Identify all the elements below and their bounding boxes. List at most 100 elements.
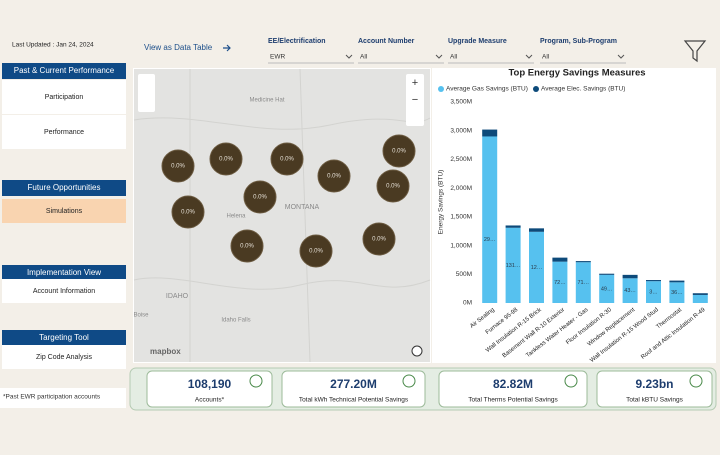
map-marker[interactable] xyxy=(171,195,205,229)
map-marker[interactable] xyxy=(382,134,416,168)
footnote: *Past EWR participation accounts xyxy=(3,394,101,401)
map-marker-label: 0.0% xyxy=(327,174,341,180)
bar-segment[interactable] xyxy=(692,293,708,295)
bar-segment[interactable] xyxy=(669,282,685,303)
nav-item[interactable] xyxy=(2,80,126,114)
zoom-controls[interactable] xyxy=(406,74,424,126)
nav-item-text[interactable]: Simulations xyxy=(46,208,83,215)
y-tick-label: 2,500M xyxy=(450,156,472,163)
bar-segment[interactable] xyxy=(646,280,661,282)
legend-label: Average Gas Savings (BTU) xyxy=(446,86,528,93)
map-marker[interactable] xyxy=(317,159,351,193)
data-label: 43… xyxy=(624,288,636,294)
legend-swatch xyxy=(533,86,539,92)
filter-value[interactable]: All xyxy=(542,54,550,61)
map-marker[interactable] xyxy=(161,149,195,183)
bar-segment[interactable] xyxy=(505,225,521,228)
kpi-value: 82.82M xyxy=(493,377,533,391)
kpi-value: 108,190 xyxy=(188,377,232,391)
kpi-label: Accounts* xyxy=(195,397,225,404)
filter-value[interactable]: EWR xyxy=(270,54,285,61)
data-label: 29… xyxy=(484,237,496,243)
map-marker[interactable] xyxy=(376,169,410,203)
nav-item-text[interactable]: Account Information xyxy=(33,288,95,295)
bar-segment[interactable] xyxy=(505,227,521,303)
legend-label: Average Elec. Savings (BTU) xyxy=(541,86,625,93)
bar-segment[interactable] xyxy=(482,136,498,303)
kpi-icon xyxy=(564,374,578,388)
map-marker-label: 0.0% xyxy=(240,244,254,250)
kpi-card xyxy=(146,370,273,408)
filter-icon[interactable] xyxy=(683,40,707,63)
bar-segment[interactable] xyxy=(575,261,591,263)
nav-heading xyxy=(2,330,126,346)
chart-panel xyxy=(432,68,716,363)
map-marker[interactable] xyxy=(209,142,243,176)
map-lines xyxy=(133,68,431,363)
bar-segment[interactable] xyxy=(552,261,568,303)
bar-segment[interactable] xyxy=(529,231,544,303)
bar-segment[interactable] xyxy=(622,274,638,279)
map-marker[interactable] xyxy=(270,142,304,176)
map-marker[interactable] xyxy=(243,180,277,214)
filter-value[interactable]: All xyxy=(450,54,458,61)
bar-segment[interactable] xyxy=(622,278,638,303)
dropdown-arrow xyxy=(525,54,533,59)
map-controls: + − xyxy=(138,74,424,357)
bar-segment[interactable] xyxy=(599,274,615,303)
map-marker[interactable] xyxy=(362,222,396,256)
nav-heading xyxy=(2,63,126,79)
nav-item[interactable] xyxy=(2,199,126,223)
map-marker-label: 0.0% xyxy=(219,157,233,163)
map-marker[interactable] xyxy=(299,234,333,268)
nav-item[interactable] xyxy=(2,279,126,303)
nav-heading xyxy=(2,180,126,196)
map-marker-label: 0.0% xyxy=(386,184,400,190)
map-marker-label: 0.0% xyxy=(392,149,406,155)
y-tick-label: 1,500M xyxy=(450,214,472,221)
kpi-value: 277.20M xyxy=(330,377,377,391)
bar-segment[interactable] xyxy=(529,228,544,232)
map-place: Medicine Hat xyxy=(249,98,284,104)
nav-item[interactable] xyxy=(2,345,126,369)
kpi-label: Total Therms Potential Savings xyxy=(468,397,558,404)
bar-segment[interactable] xyxy=(575,262,591,303)
zoom-in-icon[interactable]: + xyxy=(412,77,418,89)
bar-segment[interactable] xyxy=(646,281,661,303)
dropdown-arrow xyxy=(435,54,443,59)
map-marker[interactable] xyxy=(230,229,264,263)
map-marker-label: 0.0% xyxy=(181,210,195,216)
view-table-link[interactable]: View as Data Table xyxy=(144,43,213,52)
filter-value[interactable]: All xyxy=(360,54,368,61)
filter-label: Upgrade Measure xyxy=(448,38,507,45)
nav-item[interactable] xyxy=(2,115,126,149)
bar-segment[interactable] xyxy=(599,273,615,275)
zoom-out-icon[interactable]: − xyxy=(412,94,418,106)
map-marker-label: 0.0% xyxy=(253,195,267,201)
bar-segment[interactable] xyxy=(552,257,568,262)
y-tick-label: 2,000M xyxy=(450,185,472,192)
kpi-icon xyxy=(689,374,703,388)
nav-item-text[interactable]: Performance xyxy=(44,129,84,136)
y-tick-label: 3,000M xyxy=(450,127,472,134)
nav-item-text[interactable]: Zip Code Analysis xyxy=(36,354,93,361)
footnote-box xyxy=(0,388,126,408)
map-marker-label: 0.0% xyxy=(280,157,294,163)
kpi-icon xyxy=(249,374,263,388)
arrow-icon xyxy=(223,44,231,52)
data-label: 36… xyxy=(671,290,683,296)
nav-item-text[interactable]: Participation xyxy=(45,94,84,101)
bar-segment[interactable] xyxy=(669,280,685,283)
nav-heading xyxy=(2,265,126,281)
filter-label: EE/Electrification xyxy=(268,38,326,45)
y-axis-label: Energy Savings (BTU) xyxy=(438,170,445,235)
map-place: Idaho Falls xyxy=(221,318,250,324)
filter-label: Program, Sub-Program xyxy=(540,38,617,45)
map-place: IDAHO xyxy=(166,293,189,300)
nav-heading-text: Future Opportunities xyxy=(28,183,101,192)
draw-tools[interactable] xyxy=(138,74,155,112)
info-icon[interactable] xyxy=(411,345,423,357)
bar-segment[interactable] xyxy=(482,129,498,137)
bar-segment[interactable] xyxy=(692,294,708,303)
kpi-value: 9.23bn xyxy=(635,377,673,391)
